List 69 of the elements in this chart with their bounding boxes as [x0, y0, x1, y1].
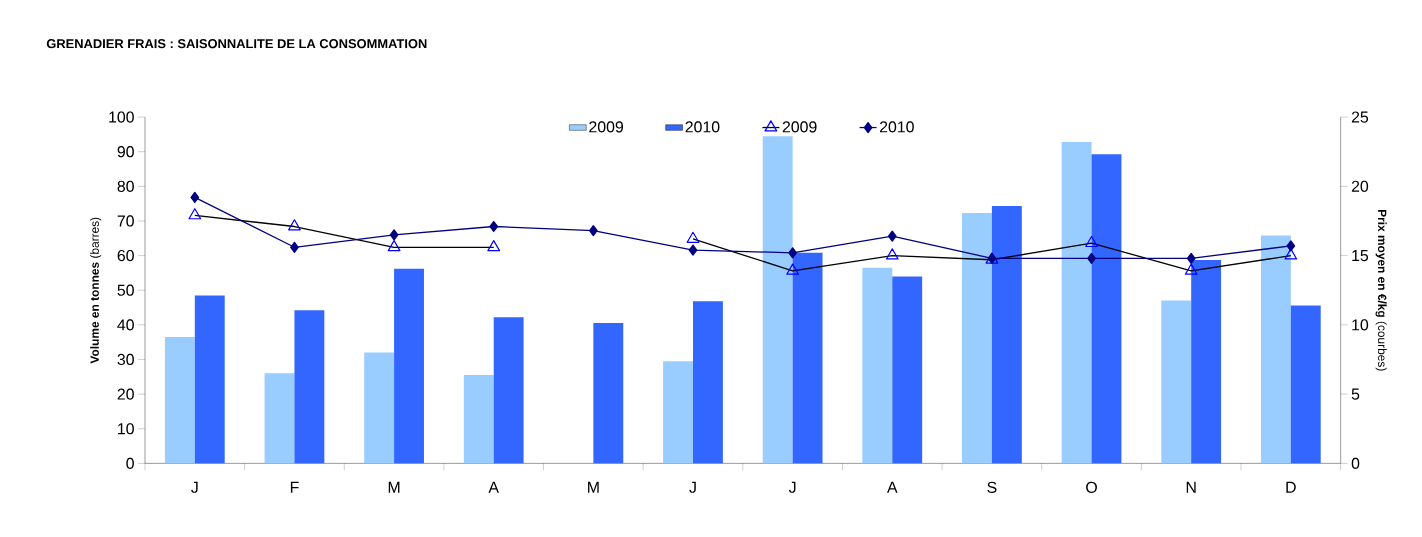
point: [290, 241, 299, 253]
point: [887, 230, 897, 242]
y2-tick-label: 15: [1352, 250, 1369, 262]
x-tick-label: M: [588, 481, 599, 493]
point: [688, 244, 698, 256]
point: [489, 220, 499, 233]
y-tick-label: 10: [118, 423, 134, 435]
legend-label: 2010: [685, 121, 720, 133]
point: [190, 191, 200, 204]
y-tick-label: 0: [126, 457, 134, 470]
bar: [762, 136, 793, 464]
y-tick-label: 80: [117, 180, 134, 193]
y-tick-label: 30: [117, 353, 134, 366]
bar: [264, 373, 295, 464]
point: [588, 225, 598, 237]
x-tick-label: N: [1186, 481, 1196, 493]
x-tick-label: A: [488, 481, 499, 493]
x-tick-label: M: [388, 481, 400, 493]
point: [788, 247, 797, 259]
bar: [862, 267, 893, 464]
bar: [792, 252, 823, 464]
x-tick-label: A: [887, 481, 898, 493]
bar: [892, 276, 923, 464]
y-tick-label: 50: [117, 284, 134, 296]
bar: [1091, 154, 1122, 464]
bar: [364, 352, 395, 464]
y2-axis-title: Prix moyen en €/kg (courbes): [1375, 210, 1387, 371]
y-tick-label: 100: [109, 111, 134, 123]
y-tick-label: 70: [117, 215, 134, 227]
bar: [1061, 142, 1092, 464]
bar: [463, 375, 494, 464]
y2-tick-label: 25: [1351, 111, 1369, 123]
point: [1286, 240, 1296, 252]
y2-tick-label: 5: [1351, 388, 1360, 400]
bar: [194, 295, 225, 464]
legend-label: 2010: [879, 121, 914, 133]
x-tick-label: D: [1286, 481, 1296, 493]
x-tick-label: J: [689, 481, 696, 493]
bar: [1290, 305, 1321, 464]
legend-label: 2009: [589, 121, 624, 133]
y2-tick-label: 0: [1351, 457, 1360, 470]
bar: [1161, 300, 1192, 464]
point: [1186, 252, 1196, 265]
x-tick-label: F: [290, 481, 299, 493]
y-tick-label: 40: [117, 319, 134, 331]
legend-label: 2009: [782, 121, 817, 133]
bar: [962, 213, 992, 464]
bar: [1260, 235, 1291, 464]
bar: [991, 206, 1022, 464]
x-tick-label: J: [191, 481, 198, 493]
y-tick-label: 20: [117, 388, 134, 400]
bar: [663, 361, 693, 464]
bar: [1191, 260, 1222, 464]
x-tick-label: J: [788, 481, 796, 493]
bar: [294, 310, 325, 464]
y2-tick-label: 10: [1352, 319, 1369, 331]
bar: [593, 323, 624, 464]
y2-tick-label: 20: [1351, 180, 1369, 193]
y-tick-label: 90: [117, 146, 134, 158]
bar: [493, 317, 524, 464]
x-tick-label: S: [987, 481, 997, 494]
point: [389, 229, 399, 241]
x-tick-label: O: [1086, 481, 1097, 494]
bar: [164, 337, 195, 464]
chart-title: GRENADIER FRAIS : SAISONNALITE DE LA CONSOMMATION: [46, 39, 427, 49]
y-tick-label: 60: [117, 250, 134, 262]
bar: [394, 268, 424, 464]
y-axis-title: Volume en tonnes (barres): [90, 217, 102, 364]
bar: [693, 301, 723, 464]
